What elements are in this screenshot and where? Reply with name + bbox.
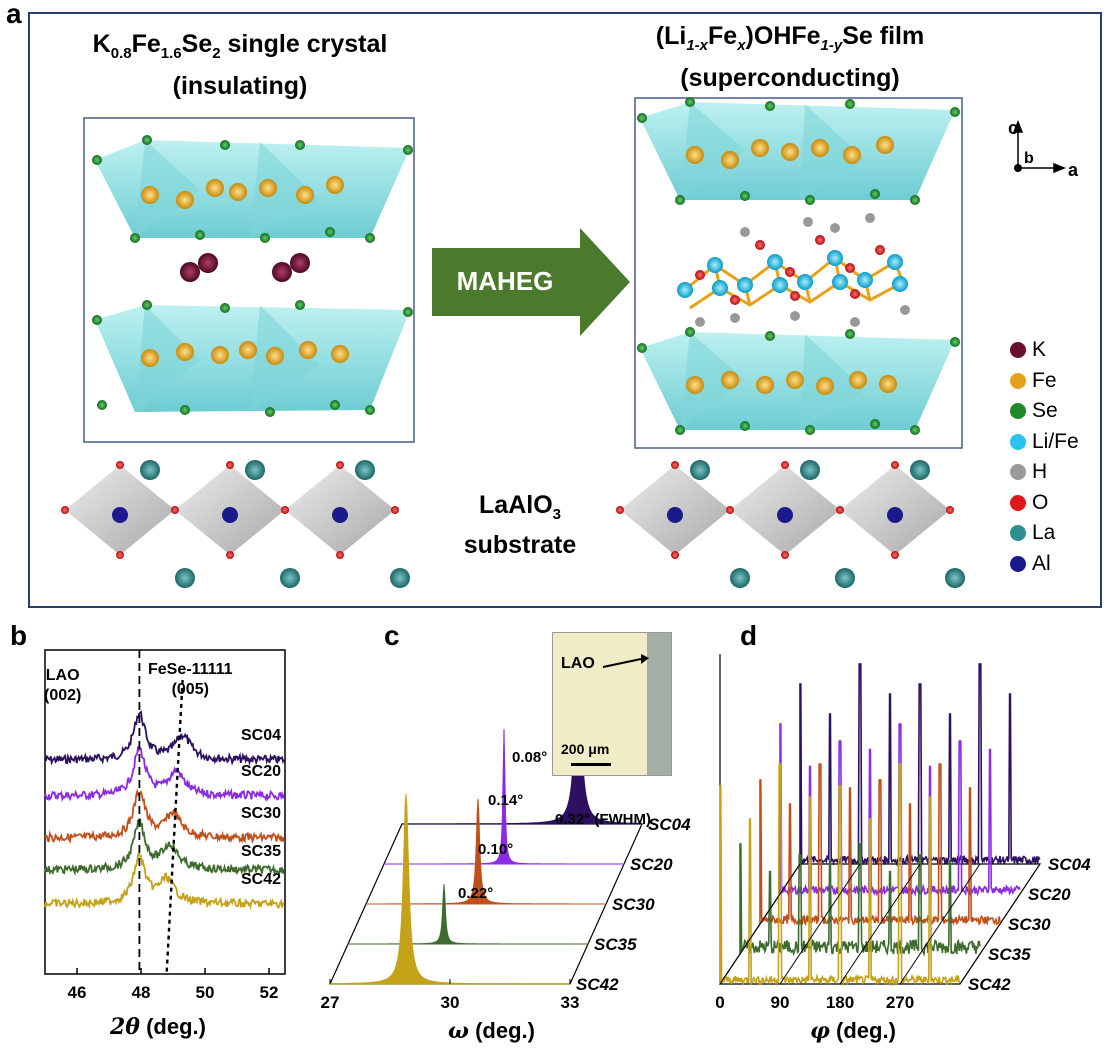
legend-label: Fe <box>1032 368 1057 392</box>
scale-bar-label: 200 μm <box>561 741 610 757</box>
panel-c-xlabel: ω (deg.) <box>448 1018 535 1044</box>
legend-item-o: O <box>1010 490 1048 516</box>
x-tick-label: 270 <box>886 993 914 1012</box>
fwhm-label: 0.08° <box>512 749 547 766</box>
fwhm-label: 0.10° <box>478 841 513 858</box>
series-label-sc35: SC35 <box>988 945 1031 964</box>
fwhm-label: 0.22° <box>458 885 493 902</box>
legend-label: Se <box>1032 399 1058 422</box>
legend-item-al: Al <box>1010 551 1051 577</box>
legend-item-k: K <box>1010 337 1046 363</box>
phi-scan-sc04 <box>799 663 1041 867</box>
panel-c-letter: c <box>384 620 400 651</box>
depth-guide <box>779 863 861 985</box>
inset-lao-label: LAO <box>561 655 595 672</box>
lao-peak-label: LAO (002) <box>44 667 82 704</box>
axis-b-label: b <box>1024 150 1034 167</box>
panel-a-frame <box>28 12 1102 608</box>
legend-label: Al <box>1032 551 1051 575</box>
phi-scan-sc20 <box>779 723 1021 898</box>
series-label-sc35: SC35 <box>241 843 281 860</box>
legend-label: La <box>1032 521 1056 544</box>
rocking-curve-sc20 <box>384 728 624 865</box>
series-label-sc35: SC35 <box>594 935 637 954</box>
plot-frame <box>44 649 286 975</box>
series-label-sc30: SC30 <box>241 805 281 822</box>
series-line-sc42 <box>44 852 285 911</box>
series-label-sc04: SC04 <box>241 727 281 744</box>
depth-guide <box>719 863 801 985</box>
rocking-curve-chart: SC04 SC20 SC30 SC35 SC42 0.32° (FWHM) 0.08° 0.1… <box>321 653 691 1012</box>
panel-d-xlabel: φ (deg.) <box>810 1018 896 1044</box>
panel-b-letter: b <box>10 620 28 651</box>
series-label-sc42: SC42 <box>241 871 281 888</box>
scale-bar <box>571 763 611 766</box>
legend-label: H <box>1032 460 1048 483</box>
legend-item-la: La <box>1010 520 1055 546</box>
legend-swatch <box>1010 555 1026 572</box>
fwhm-label: 0.32° (FWHM) <box>555 811 651 828</box>
series-label-sc42: SC42 <box>968 975 1011 994</box>
legend-item-li-fe: Li/Fe <box>1010 429 1079 455</box>
series-label-sc20: SC20 <box>630 855 673 874</box>
phi-scan-chart: SC04 SC20 SC30 SC35 SC42 0 90 180 270 <box>715 654 1091 1012</box>
legend-swatch <box>1010 525 1026 541</box>
legend-swatch <box>1010 433 1026 450</box>
legend-swatch <box>1010 464 1026 480</box>
depth-guide <box>839 863 921 985</box>
depth-guide <box>899 863 981 985</box>
legend-label: K <box>1032 338 1047 361</box>
x-tick-label: 52 <box>260 983 279 1002</box>
legend-swatch <box>1010 342 1026 358</box>
x-tick-label: 30 <box>441 993 460 1012</box>
phi-scan-sc30 <box>759 763 1001 927</box>
legend-item-h: H <box>1010 459 1047 485</box>
x-tick-label: 50 <box>196 983 215 1002</box>
axis-a-label: a <box>1068 160 1079 180</box>
series-label-sc30: SC30 <box>1008 915 1051 934</box>
series-label-sc20: SC20 <box>1028 885 1071 904</box>
series-label-sc20: SC20 <box>241 763 281 780</box>
legend-label: Li/Fe <box>1032 429 1079 453</box>
series-label-sc04: SC04 <box>648 815 691 834</box>
series-label-sc04: SC04 <box>1048 855 1091 874</box>
rocking-curve-sc04 <box>401 653 644 825</box>
legend-swatch <box>1010 403 1026 419</box>
fese-peak-guide <box>165 679 184 975</box>
xrd-2theta-chart: 46 48 50 52 SC04 SC20 SC30 SC35 SC42 <box>44 649 286 1002</box>
x-tick-label: 27 <box>321 993 340 1012</box>
fwhm-label: 0.14° <box>488 792 523 809</box>
inset-micrograph: LAO 200 μm <box>552 632 672 776</box>
maheg-arrow-label: MAHEG <box>456 266 554 296</box>
crystal-structure-drawing <box>61 97 1067 588</box>
panel-a-letter: a <box>6 0 22 29</box>
series-label-sc30: SC30 <box>612 895 655 914</box>
x-tick-label: 33 <box>561 993 580 1012</box>
x-tick-label: 180 <box>826 993 854 1012</box>
fese-peak-label: FeSe-11111 (005) <box>148 661 233 698</box>
series-line-sc04 <box>44 710 285 766</box>
legend-item-se: Se <box>1010 398 1058 424</box>
series-label-sc42: SC42 <box>576 975 619 994</box>
phi-scan-sc42 <box>719 763 961 987</box>
right-title: (Li1-xFex)OHFe1-ySe film (superconductin… <box>655 22 925 92</box>
legend-label: O <box>1032 490 1049 514</box>
x-tick-label: 48 <box>132 983 151 1002</box>
rocking-curve-sc35 <box>348 883 588 945</box>
panel-b-xlabel: 2θ (deg.) <box>110 1014 206 1040</box>
axis-c-label: c <box>1008 118 1019 138</box>
x-tick-label: 46 <box>68 983 87 1002</box>
left-title: K0.8Fe1.6Se2 single crystal (insulating) <box>92 30 388 100</box>
phi-scan-sc35 <box>739 843 981 958</box>
legend-swatch <box>1010 494 1026 511</box>
x-tick-label: 0 <box>715 993 724 1012</box>
legend-swatch <box>1010 372 1026 389</box>
substrate-label: LaAlO3 substrate <box>463 491 577 559</box>
legend-item-fe: Fe <box>1010 368 1057 394</box>
series-line-sc30 <box>44 788 285 845</box>
x-tick-label: 90 <box>771 993 790 1012</box>
series-line-sc35 <box>44 818 285 877</box>
series-line-sc20 <box>44 746 285 803</box>
panel-d-letter: d <box>740 620 758 651</box>
